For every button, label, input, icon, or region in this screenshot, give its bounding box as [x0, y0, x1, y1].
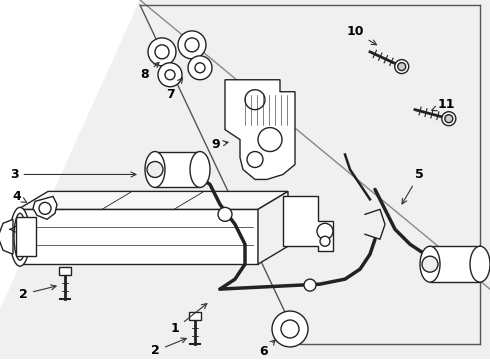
- Circle shape: [247, 152, 263, 167]
- Text: 5: 5: [402, 168, 424, 204]
- Text: 4: 4: [12, 190, 26, 203]
- Text: 10: 10: [346, 26, 376, 45]
- Circle shape: [320, 236, 330, 246]
- Circle shape: [148, 38, 176, 66]
- Ellipse shape: [10, 207, 30, 266]
- Circle shape: [258, 127, 282, 152]
- Text: 9: 9: [211, 138, 228, 151]
- Ellipse shape: [190, 152, 210, 188]
- Circle shape: [147, 162, 163, 177]
- Polygon shape: [155, 152, 200, 188]
- Circle shape: [395, 60, 409, 73]
- Text: 1: 1: [171, 303, 207, 336]
- Text: 8: 8: [141, 63, 159, 81]
- Ellipse shape: [420, 246, 440, 282]
- Circle shape: [158, 63, 182, 87]
- Circle shape: [155, 45, 169, 59]
- Ellipse shape: [145, 152, 165, 188]
- Ellipse shape: [14, 213, 26, 260]
- Circle shape: [185, 38, 199, 52]
- Bar: [59, 267, 71, 275]
- Circle shape: [272, 311, 308, 347]
- Ellipse shape: [470, 246, 490, 282]
- Polygon shape: [283, 197, 333, 251]
- Circle shape: [422, 256, 438, 272]
- Polygon shape: [33, 197, 57, 219]
- Circle shape: [304, 279, 316, 291]
- Polygon shape: [430, 246, 480, 282]
- Bar: [189, 312, 201, 320]
- Circle shape: [398, 63, 406, 71]
- Polygon shape: [18, 210, 258, 264]
- Text: 11: 11: [432, 98, 456, 111]
- Polygon shape: [258, 192, 288, 264]
- Circle shape: [245, 90, 265, 110]
- Text: 7: 7: [166, 78, 183, 101]
- Circle shape: [195, 63, 205, 73]
- Text: 3: 3: [10, 168, 136, 181]
- Polygon shape: [18, 192, 288, 210]
- Circle shape: [39, 202, 51, 214]
- Circle shape: [317, 223, 333, 239]
- Circle shape: [188, 56, 212, 80]
- Circle shape: [178, 31, 206, 59]
- Circle shape: [165, 70, 175, 80]
- Circle shape: [218, 207, 232, 221]
- Circle shape: [442, 112, 456, 126]
- Text: 2: 2: [151, 338, 186, 357]
- Polygon shape: [225, 80, 295, 179]
- Text: 2: 2: [19, 285, 56, 301]
- Circle shape: [281, 320, 299, 338]
- Polygon shape: [16, 217, 36, 256]
- Circle shape: [445, 115, 453, 123]
- Polygon shape: [0, 219, 13, 254]
- Text: 6: 6: [259, 340, 275, 359]
